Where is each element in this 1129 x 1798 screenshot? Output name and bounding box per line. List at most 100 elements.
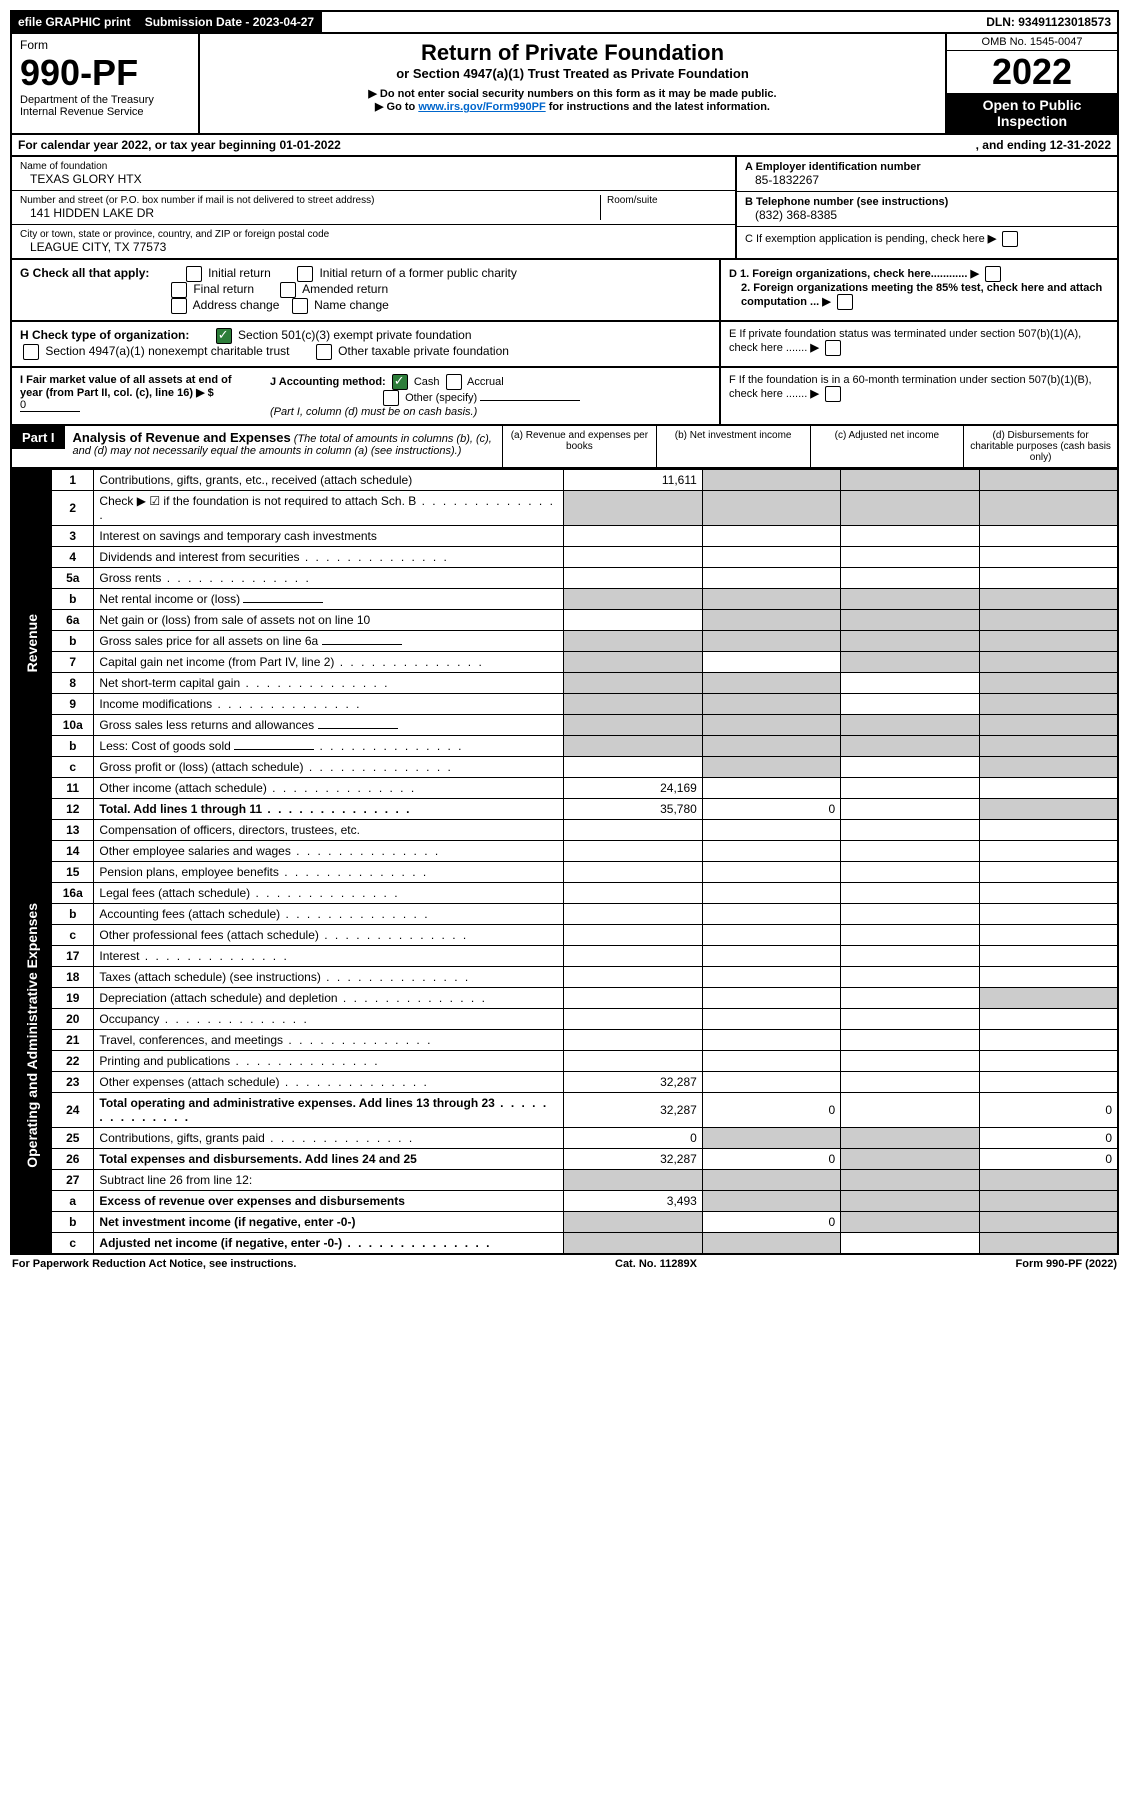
cell-c: [841, 470, 979, 491]
e-checkbox[interactable]: [825, 340, 841, 356]
cell-c: [841, 610, 979, 631]
cell-d: [979, 1072, 1118, 1093]
cell-d: [979, 610, 1118, 631]
cell-d: [979, 1030, 1118, 1051]
ein-value: 85-1832267: [745, 173, 1109, 187]
h-other-checkbox[interactable]: [316, 344, 332, 360]
irs-link[interactable]: www.irs.gov/Form990PF: [418, 101, 545, 113]
table-row: cAdjusted net income (if negative, enter…: [11, 1233, 1118, 1255]
table-row: 21Travel, conferences, and meetings: [11, 1030, 1118, 1051]
table-row: cOther professional fees (attach schedul…: [11, 925, 1118, 946]
cell-d: [979, 547, 1118, 568]
cell-d: [979, 736, 1118, 757]
cal-begin: For calendar year 2022, or tax year begi…: [18, 138, 341, 152]
cell-a: [564, 652, 702, 673]
cell-c: [841, 820, 979, 841]
cell-b: [702, 1030, 840, 1051]
row-number: 26: [52, 1149, 94, 1170]
row-number: b: [52, 589, 94, 610]
subtitle: or Section 4947(a)(1) Trust Treated as P…: [206, 66, 939, 81]
cell-a: [564, 904, 702, 925]
cell-d: [979, 862, 1118, 883]
g-initial-checkbox[interactable]: [186, 266, 202, 282]
cell-b: [702, 652, 840, 673]
g-name-checkbox[interactable]: [292, 298, 308, 314]
h-4947: Section 4947(a)(1) nonexempt charitable …: [45, 344, 289, 358]
row-number: 19: [52, 988, 94, 1009]
row-number: c: [52, 1233, 94, 1255]
cell-b: [702, 631, 840, 652]
cell-d: [979, 1191, 1118, 1212]
row-desc: Accounting fees (attach schedule): [94, 904, 564, 925]
g-amended-checkbox[interactable]: [280, 282, 296, 298]
addr-label: Number and street (or P.O. box number if…: [20, 195, 600, 206]
h-other: Other taxable private foundation: [338, 344, 509, 358]
cell-a: [564, 1030, 702, 1051]
cell-d: [979, 778, 1118, 799]
cell-b: [702, 568, 840, 589]
cell-c: [841, 1072, 979, 1093]
e-label: E If private foundation status was termi…: [729, 328, 1081, 354]
cell-d: [979, 1233, 1118, 1255]
g-final-checkbox[interactable]: [171, 282, 187, 298]
cell-c: [841, 736, 979, 757]
j-label: J Accounting method:: [270, 376, 386, 388]
cell-b: 0: [702, 1093, 840, 1128]
cell-c: [841, 652, 979, 673]
top-bar: efile GRAPHIC print Submission Date - 20…: [10, 10, 1119, 34]
omb: OMB No. 1545-0047: [947, 34, 1117, 51]
cell-d: [979, 526, 1118, 547]
cell-d: [979, 820, 1118, 841]
foundation-addr: 141 HIDDEN LAKE DR: [20, 206, 600, 220]
col-b-head: (b) Net investment income: [656, 426, 810, 467]
cell-b: [702, 547, 840, 568]
h-501c3-checkbox[interactable]: [216, 328, 232, 344]
efile-button[interactable]: efile GRAPHIC print: [12, 12, 139, 32]
cell-d: [979, 673, 1118, 694]
d2-checkbox[interactable]: [837, 294, 853, 310]
g-amended: Amended return: [302, 282, 388, 296]
row-desc: Adjusted net income (if negative, enter …: [94, 1233, 564, 1255]
g-initial-public: Initial return of a former public charit…: [319, 266, 516, 280]
cell-b: [702, 904, 840, 925]
row-number: 6a: [52, 610, 94, 631]
cell-a: [564, 694, 702, 715]
h-4947-checkbox[interactable]: [23, 344, 39, 360]
j-note: (Part I, column (d) must be on cash basi…: [270, 406, 477, 418]
table-row: aExcess of revenue over expenses and dis…: [11, 1191, 1118, 1212]
cell-c: [841, 925, 979, 946]
exemption-checkbox[interactable]: [1002, 231, 1018, 247]
g-address-checkbox[interactable]: [171, 298, 187, 314]
table-row: 24Total operating and administrative exp…: [11, 1093, 1118, 1128]
j-cash-checkbox[interactable]: [392, 374, 408, 390]
row-number: 18: [52, 967, 94, 988]
table-row: 14Other employee salaries and wages: [11, 841, 1118, 862]
j-accrual-checkbox[interactable]: [446, 374, 462, 390]
row-number: b: [52, 904, 94, 925]
row-desc: Other employee salaries and wages: [94, 841, 564, 862]
row-number: 20: [52, 1009, 94, 1030]
row-desc: Net gain or (loss) from sale of assets n…: [94, 610, 564, 631]
cell-c: [841, 1051, 979, 1072]
g-initial-public-checkbox[interactable]: [297, 266, 313, 282]
cell-a: [564, 526, 702, 547]
foundation-name: TEXAS GLORY HTX: [20, 172, 727, 186]
row-number: 24: [52, 1093, 94, 1128]
page-footer: For Paperwork Reduction Act Notice, see …: [10, 1255, 1119, 1273]
cell-a: [564, 1009, 702, 1030]
open-public: Open to Public Inspection: [947, 93, 1117, 133]
d1-checkbox[interactable]: [985, 266, 1001, 282]
ein-label: A Employer identification number: [745, 161, 1109, 173]
row-desc: Compensation of officers, directors, tru…: [94, 820, 564, 841]
row-desc: Dividends and interest from securities: [94, 547, 564, 568]
cell-a: [564, 757, 702, 778]
section-g-d: G Check all that apply: Initial return I…: [10, 260, 1119, 322]
dept: Department of the Treasury: [20, 94, 190, 106]
f-checkbox[interactable]: [825, 386, 841, 402]
j-other-checkbox[interactable]: [383, 390, 399, 406]
cell-d: [979, 841, 1118, 862]
row-desc: Other professional fees (attach schedule…: [94, 925, 564, 946]
cell-d: [979, 988, 1118, 1009]
table-row: bGross sales price for all assets on lin…: [11, 631, 1118, 652]
cell-b: [702, 757, 840, 778]
